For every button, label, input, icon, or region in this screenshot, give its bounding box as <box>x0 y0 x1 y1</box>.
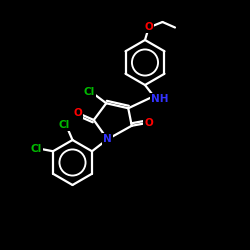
Text: Cl: Cl <box>58 120 70 130</box>
Text: N: N <box>103 134 112 144</box>
Text: NH: NH <box>151 94 169 104</box>
Text: O: O <box>144 22 153 32</box>
Text: Cl: Cl <box>31 144 42 154</box>
Text: O: O <box>74 108 82 118</box>
Text: Cl: Cl <box>84 87 95 97</box>
Text: O: O <box>144 118 153 128</box>
